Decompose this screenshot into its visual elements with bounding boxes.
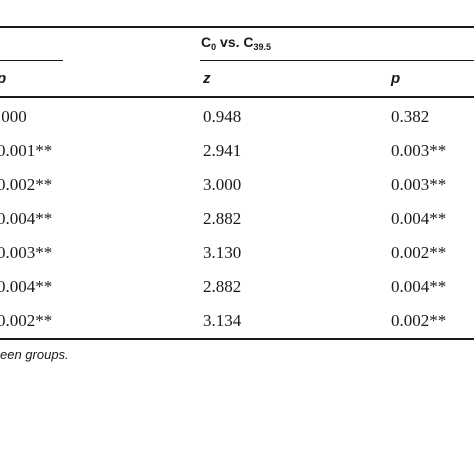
table-bottom-rule [0,338,474,340]
cell-p-left: 0.003** [0,243,53,262]
column-header-p-right: p [391,70,401,87]
cell-p-left: 0.004** [0,209,53,228]
table-footnote: een groups. [0,347,69,362]
cell-p-right: 0.382 [391,107,430,126]
cell-z: 3.130 [203,243,242,262]
cell-z: 3.000 [203,175,242,194]
cell-z: 3.134 [203,311,242,330]
column-header-p-left: p [0,70,6,87]
column-header-z: z [203,70,211,87]
cell-z: 2.941 [203,141,242,160]
cell-z: 2.882 [203,209,242,228]
group-underline-right [200,60,474,61]
cell-z: 0.948 [203,107,242,126]
table-top-rule [0,26,474,28]
cell-p-left: 0.004** [0,277,53,296]
group-header: C0 vs. C39.5 [201,34,272,52]
cell-p-left: 0.001** [0,141,53,160]
cell-p-right: 0.004** [391,277,447,296]
cell-p-left: 0.002** [0,311,53,330]
cell-z: 2.882 [203,277,242,296]
cell-p-right: 0.002** [391,311,447,330]
cell-p-left: .000 [0,107,27,126]
cell-p-right: 0.002** [391,243,447,262]
group-underline-left [0,60,63,61]
header-bottom-rule [0,96,474,98]
cell-p-left: 0.002** [0,175,53,194]
cell-p-right: 0.004** [391,209,447,228]
cell-p-right: 0.003** [391,141,447,160]
cell-p-right: 0.003** [391,175,447,194]
